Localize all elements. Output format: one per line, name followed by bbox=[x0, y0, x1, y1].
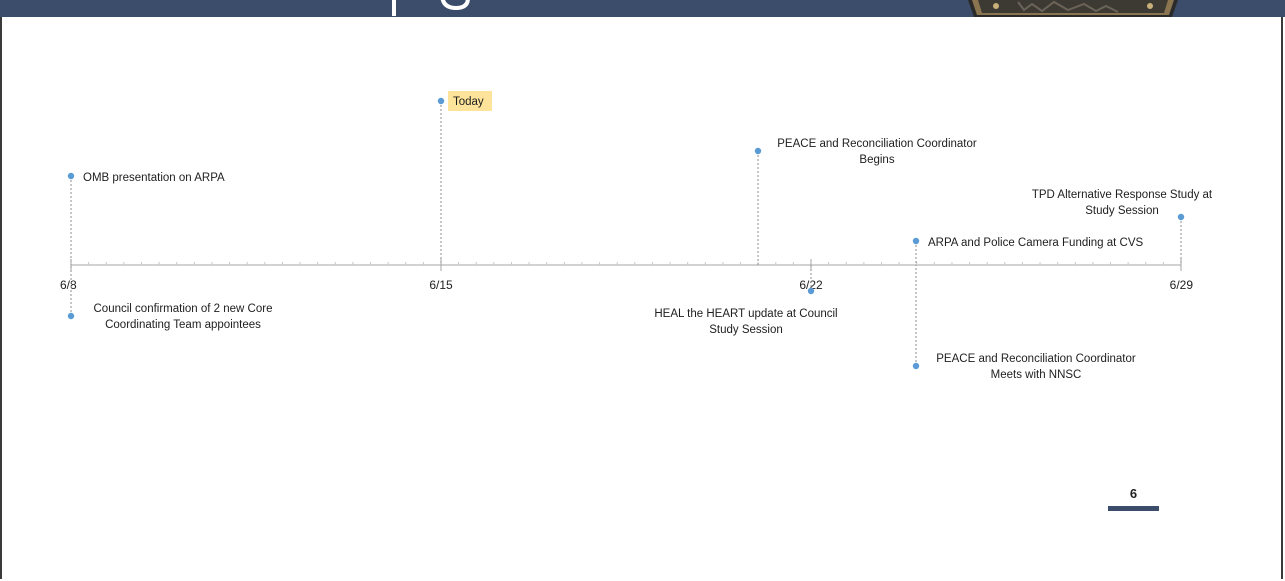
event-marker bbox=[1177, 213, 1185, 221]
event-marker bbox=[807, 287, 815, 295]
event-marker bbox=[67, 172, 75, 180]
event-label: ARPA and Police Camera Funding at CVS bbox=[928, 237, 1144, 249]
today-label: Today bbox=[453, 96, 484, 108]
today-highlight bbox=[448, 91, 492, 111]
event-label: Council confirmation of 2 new Core bbox=[94, 303, 273, 315]
event-marker bbox=[754, 147, 762, 155]
header-bar bbox=[0, 0, 1285, 17]
event-label: OMB presentation on ARPA bbox=[83, 172, 225, 184]
page-number: 6 bbox=[1129, 486, 1138, 501]
event-marker bbox=[912, 237, 920, 245]
event-label: Begins bbox=[859, 154, 894, 166]
event-marker bbox=[912, 362, 920, 370]
event-label: PEACE and Reconciliation Coordinator bbox=[777, 138, 977, 150]
event-label: TPD Alternative Response Study at bbox=[1032, 189, 1213, 201]
event-label: Study Session bbox=[709, 324, 783, 336]
tick-label: 6/15 bbox=[429, 278, 453, 292]
event-label: Study Session bbox=[1085, 205, 1159, 217]
event-marker bbox=[67, 312, 75, 320]
tick-label: 6/29 bbox=[1170, 278, 1194, 292]
event-label: PEACE and Reconciliation Coordinator bbox=[936, 353, 1136, 365]
city-seal-image bbox=[958, 0, 1188, 17]
title-fragment-glyph bbox=[392, 0, 470, 16]
tick-label: 6/8 bbox=[60, 278, 77, 292]
event-label: Meets with NNSC bbox=[991, 369, 1082, 381]
event-label: HEAL the HEART update at Council bbox=[654, 308, 837, 320]
page-number-underline bbox=[1108, 506, 1159, 511]
event-label: Coordinating Team appointees bbox=[105, 319, 261, 331]
today-marker bbox=[437, 97, 445, 105]
